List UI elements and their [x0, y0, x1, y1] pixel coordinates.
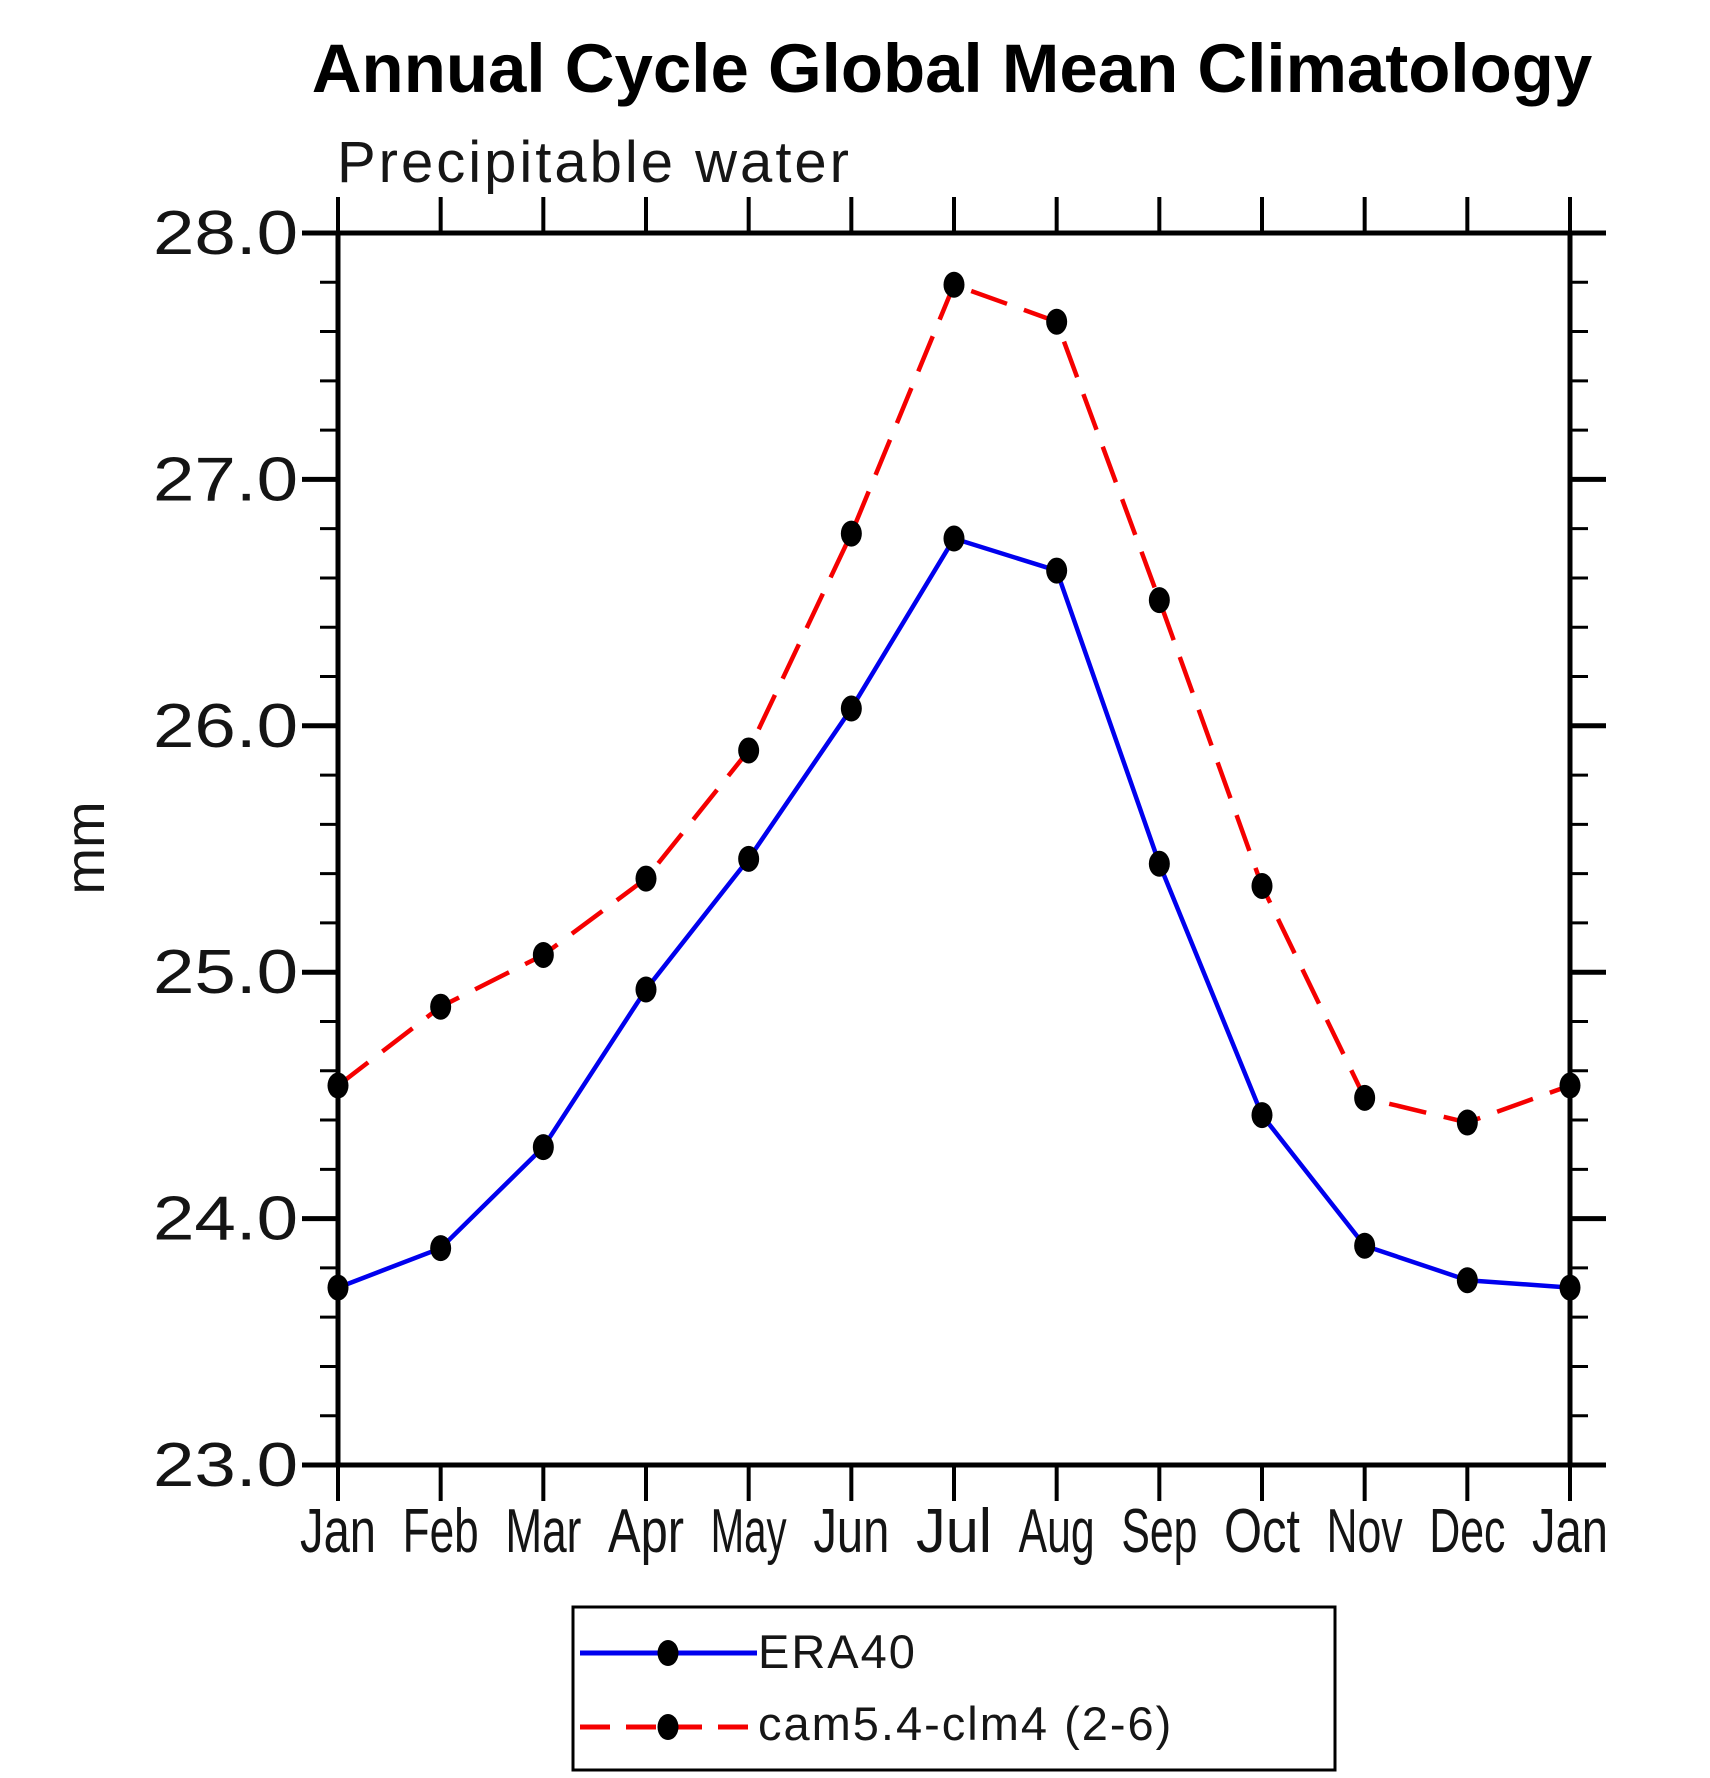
data-point-era40-2 — [532, 1134, 554, 1161]
y-tick-label: 26.0 — [153, 692, 298, 761]
x-tick-label: Nov — [1327, 1497, 1403, 1566]
y-tick-label: 24.0 — [153, 1185, 298, 1254]
legend-item-era40: ERA40 — [580, 1625, 917, 1678]
x-tick-label: Feb — [403, 1497, 479, 1566]
data-point-era40-7 — [1046, 557, 1068, 584]
data-point-cam5-4-clm4-2-6-10 — [1354, 1084, 1376, 1111]
data-point-era40-0 — [327, 1274, 349, 1301]
y-tick-label: 28.0 — [153, 199, 298, 268]
legend-item-cam54-clm4: cam5.4-clm4 (2-6) — [580, 1697, 1173, 1750]
data-point-cam5-4-clm4-2-6-9 — [1251, 872, 1273, 899]
data-point-era40-12 — [1559, 1274, 1581, 1301]
axes-layer: Jan Feb Mar Apr May Jun Jul Aug Sep Oct Nov Dec Jan2… — [153, 197, 1608, 1566]
legend-marker-cam54-clm4 — [657, 1714, 679, 1740]
data-point-cam5-4-clm4-2-6-0 — [327, 1072, 349, 1099]
data-point-cam5-4-clm4-2-6-4 — [738, 737, 760, 764]
data-point-era40-9 — [1251, 1102, 1273, 1129]
legend-frame — [571, 1605, 1337, 1772]
data-point-era40-4 — [738, 845, 760, 872]
data-point-cam5-4-clm4-2-6-7 — [1046, 308, 1068, 335]
legend-marker-era40 — [657, 1640, 679, 1666]
y-tick-label: 27.0 — [153, 445, 298, 514]
legend-label-cam54-clm4: cam5.4-clm4 (2-6) — [758, 1697, 1173, 1750]
x-tick-label: Jun — [813, 1497, 889, 1566]
x-tick-label: Mar — [505, 1497, 581, 1566]
data-point-cam5-4-clm4-2-6-5 — [840, 520, 862, 547]
x-tick-label: Oct — [1224, 1497, 1300, 1566]
data-point-cam5-4-clm4-2-6-3 — [635, 865, 657, 892]
chart-title: Annual Cycle Global Mean Climatology — [312, 30, 1593, 107]
y-axis-unit-label: mm — [53, 801, 116, 894]
x-tick-label: Dec — [1429, 1497, 1505, 1566]
x-tick-label: May — [711, 1497, 787, 1566]
y-tick-label: 25.0 — [153, 938, 298, 1007]
y-tick-label: 23.0 — [153, 1431, 298, 1500]
data-point-cam5-4-clm4-2-6-8 — [1148, 587, 1170, 614]
data-point-cam5-4-clm4-2-6-11 — [1456, 1109, 1478, 1136]
data-point-cam5-4-clm4-2-6-1 — [430, 993, 452, 1020]
legend-label-era40: ERA40 — [758, 1625, 917, 1678]
data-point-era40-8 — [1148, 850, 1170, 877]
x-tick-label: Aug — [1019, 1497, 1095, 1566]
data-point-cam5-4-clm4-2-6-2 — [532, 941, 554, 968]
data-point-cam5-4-clm4-2-6-12 — [1559, 1072, 1581, 1099]
data-point-era40-10 — [1354, 1232, 1376, 1259]
x-tick-label: Jan — [300, 1497, 376, 1566]
data-point-era40-3 — [635, 976, 657, 1003]
data-point-era40-1 — [430, 1235, 452, 1262]
x-tick-label: Apr — [608, 1497, 684, 1566]
x-tick-label: Jan — [1532, 1497, 1608, 1566]
data-point-era40-5 — [840, 695, 862, 722]
data-point-cam5-4-clm4-2-6-6 — [943, 271, 965, 298]
data-point-era40-6 — [943, 525, 965, 552]
x-tick-label: Jul — [916, 1497, 992, 1566]
data-point-era40-11 — [1456, 1267, 1478, 1294]
chart-subtitle: Precipitable water — [337, 130, 852, 195]
series-layer — [327, 271, 1581, 1301]
x-tick-label: Sep — [1121, 1497, 1197, 1566]
